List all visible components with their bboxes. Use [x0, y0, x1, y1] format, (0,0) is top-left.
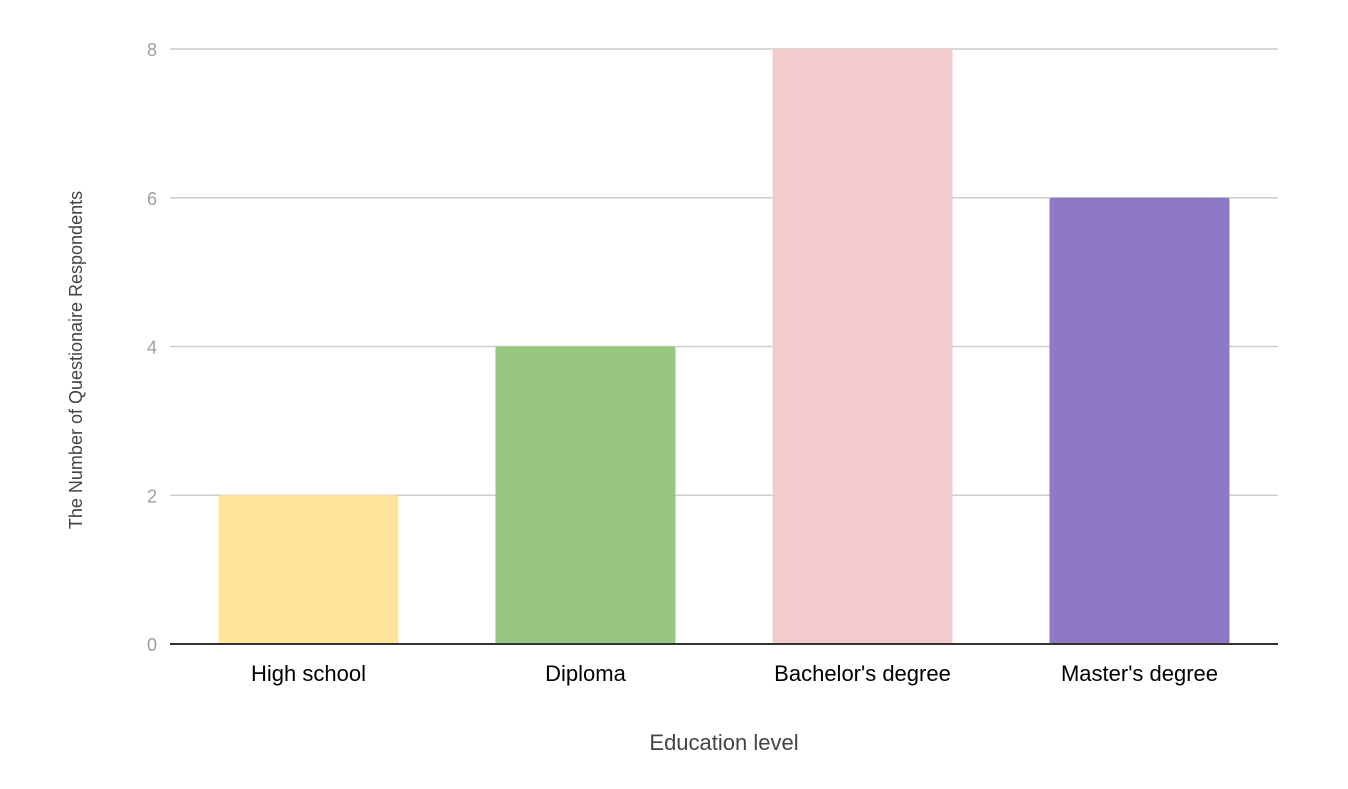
bars: [218, 49, 1230, 644]
y-tick-label: 2: [147, 486, 157, 506]
y-tick-label: 4: [147, 338, 157, 358]
labels: 0 2 4 6 8 High school Diploma Bachelor's degree…: [147, 40, 1218, 686]
bar-diploma: [495, 346, 676, 644]
y-tick-label: 6: [147, 189, 157, 209]
x-tick-label: Bachelor's degree: [774, 661, 951, 686]
bar-master-s-degree: [1049, 197, 1230, 644]
y-axis-title: The Number of Questionaire Respondents: [66, 191, 86, 529]
x-tick-label: Diploma: [545, 661, 626, 686]
y-tick-label: 8: [147, 40, 157, 60]
x-axis-title: Education level: [649, 730, 798, 755]
x-tick-label: High school: [251, 661, 366, 686]
x-tick-label: Master's degree: [1061, 661, 1218, 686]
bar-high-school: [218, 495, 399, 644]
bar-bachelor-s-degree: [772, 49, 953, 644]
y-tick-label: 0: [147, 635, 157, 655]
